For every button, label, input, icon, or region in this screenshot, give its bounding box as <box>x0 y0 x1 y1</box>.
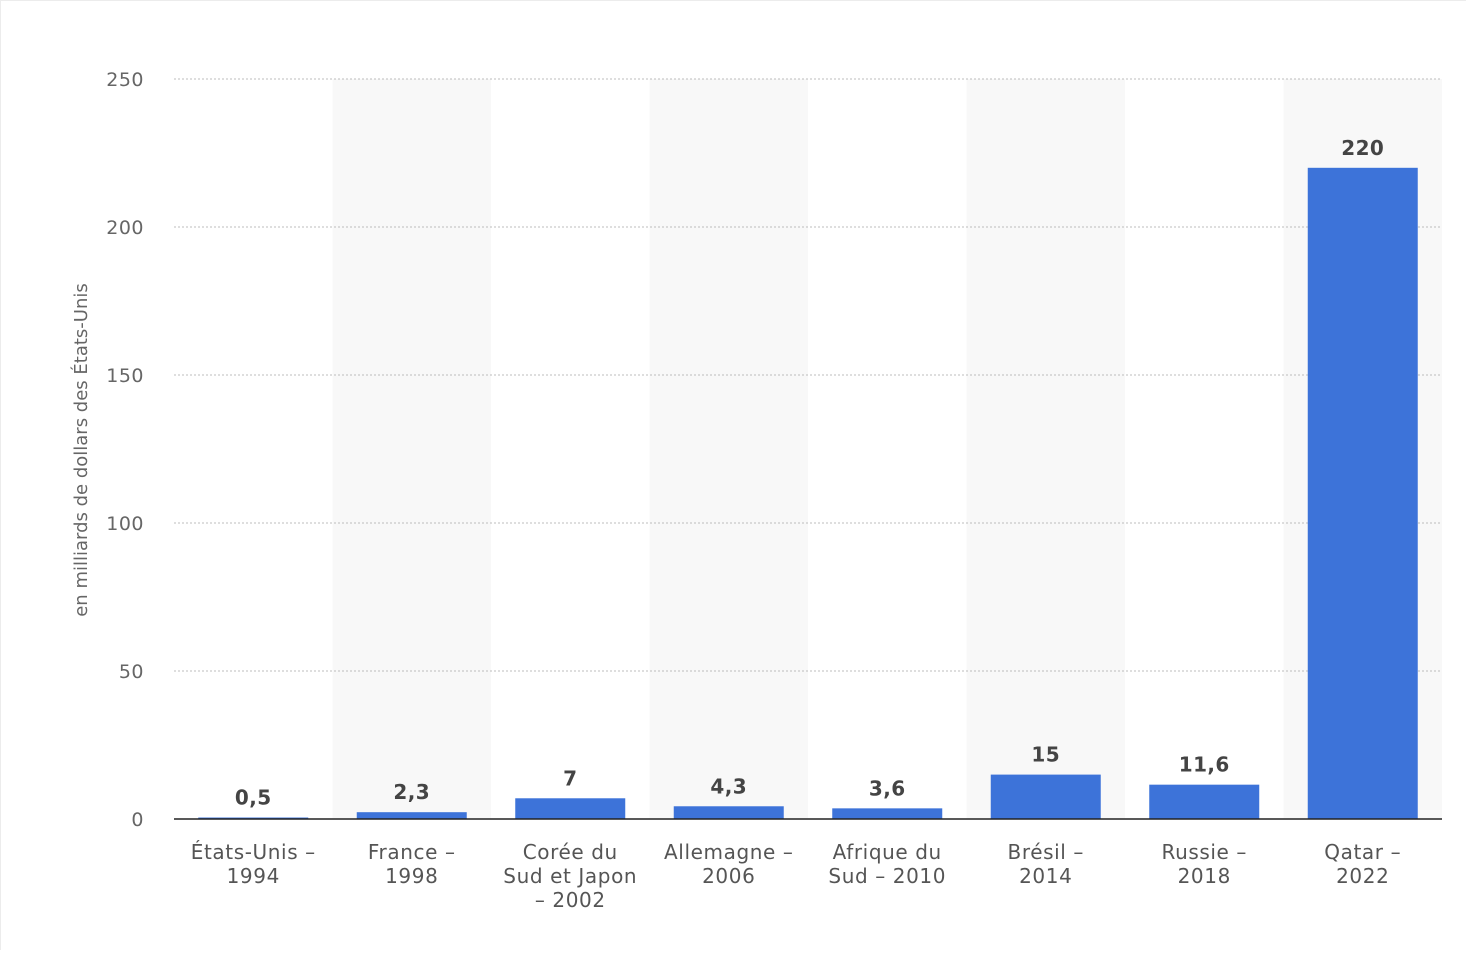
category-label-line: Sud – 2010 <box>828 864 946 888</box>
y-tick-label: 250 <box>106 69 144 91</box>
category-label-line: 1994 <box>227 864 280 888</box>
category-label-line: 1998 <box>385 864 438 888</box>
gridlines <box>174 78 1442 672</box>
category-label-line: États-Unis – <box>191 840 316 864</box>
y-axis-ticks: 0 50 100 150 200 250 <box>106 69 144 831</box>
bar <box>356 812 467 819</box>
background-bands <box>332 79 1442 819</box>
category-label-line: 2022 <box>1336 864 1389 888</box>
category-label: Brésil –2014 <box>1008 840 1085 888</box>
category-label: Allemagne –2006 <box>664 840 793 888</box>
value-label: 15 <box>1031 743 1060 767</box>
category-label-line: Brésil – <box>1008 840 1085 864</box>
y-tick-label: 200 <box>106 217 144 239</box>
value-label: 4,3 <box>710 774 747 798</box>
category-label: Afrique du Sud – 2010 <box>828 840 946 888</box>
bars <box>198 167 1418 820</box>
bar <box>673 806 784 819</box>
value-label: 7 <box>563 766 577 790</box>
category-label-line: 2006 <box>702 864 755 888</box>
category-label-line: Corée du <box>523 840 618 864</box>
bar <box>515 798 626 819</box>
background-band <box>332 79 491 819</box>
category-label-line: Russie – <box>1161 840 1247 864</box>
background-band <box>966 79 1125 819</box>
y-tick-label: 50 <box>119 661 144 683</box>
value-labels: 0,5 2,3 7 4,3 3,6 15 11,6 220 <box>235 136 1384 810</box>
category-label: Corée du Sud et Japon – 2002 <box>503 840 637 912</box>
bar <box>1149 784 1260 819</box>
background-band <box>649 79 808 819</box>
category-label: Qatar –2022 <box>1324 840 1401 888</box>
value-label: 220 <box>1341 136 1384 160</box>
category-label-line: 2018 <box>1178 864 1231 888</box>
category-label: Russie –2018 <box>1161 840 1247 888</box>
value-label: 11,6 <box>1179 753 1230 777</box>
bar <box>832 808 943 819</box>
category-label-line: Qatar – <box>1324 840 1401 864</box>
bar <box>990 774 1101 819</box>
category-label: États-Unis –1994 <box>191 840 316 888</box>
value-label: 2,3 <box>393 780 430 804</box>
category-label-line: France – <box>368 840 456 864</box>
category-label-line: Sud et Japon <box>503 864 637 888</box>
category-label-line: Allemagne – <box>664 840 793 864</box>
y-tick-label: 100 <box>106 513 144 535</box>
value-label: 0,5 <box>235 786 272 810</box>
category-label: France –1998 <box>368 840 456 888</box>
category-label-line: Afrique du <box>833 840 942 864</box>
category-label-line: – 2002 <box>535 888 606 912</box>
y-tick-label: 0 <box>131 809 144 831</box>
category-label-line: 2014 <box>1019 864 1072 888</box>
y-axis-title: en milliards de dollars des États-Unis <box>70 283 92 617</box>
value-label: 3,6 <box>869 776 906 800</box>
bar <box>1307 167 1418 820</box>
y-tick-label: 150 <box>106 365 144 387</box>
